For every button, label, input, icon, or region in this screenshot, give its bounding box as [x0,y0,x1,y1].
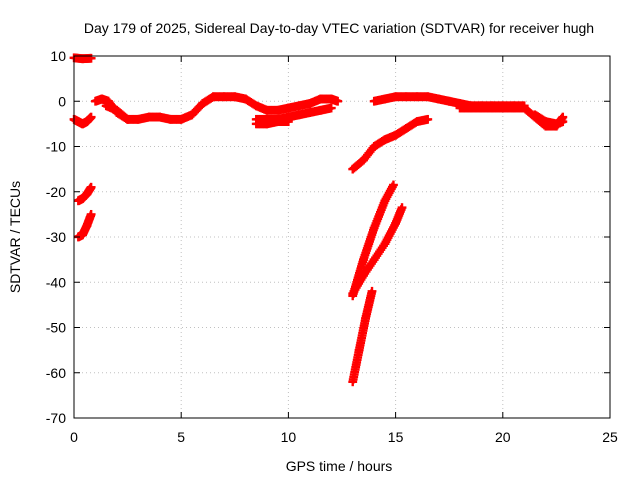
x-tick-label: 5 [177,429,185,445]
data-trace [530,110,568,129]
tick-label-layer: 0 5 10 15 20 25 10 0 -10 -20 -30 -40 -50 -60 -70 [46,48,618,445]
y-axis-label: SDTVAR / TECUs [7,181,23,293]
data-trace [348,203,407,298]
x-tick-label: 10 [281,429,297,445]
chart-title: Day 179 of 2025, Sidereal Day-to-day VTE… [84,20,594,36]
y-tick-label: -60 [46,365,66,381]
y-tick-label: 10 [50,48,66,64]
data-trace [69,53,96,64]
y-tick-label: -20 [46,184,66,200]
y-tick-label: -40 [46,274,66,290]
y-tick-label: -10 [46,139,66,155]
y-tick-label: -70 [46,410,66,426]
x-tick-label: 15 [388,429,404,445]
y-tick-label: -30 [46,229,66,245]
tick-layer [73,55,611,419]
y-tick-label: -50 [46,320,66,336]
data-trace [69,112,96,129]
x-tick-label: 0 [70,429,78,445]
series-layer [69,53,568,387]
data-trace [251,117,293,129]
x-tick-label: 25 [602,429,618,445]
data-trace [73,182,96,206]
data-trace [348,286,377,387]
x-tick-label: 20 [495,429,511,445]
data-trace [455,103,529,113]
x-axis-label: GPS time / hours [286,458,393,474]
data-trace [348,114,433,174]
y-tick-label: 0 [58,93,66,109]
grid-layer [74,56,610,418]
data-trace [101,101,133,124]
data-trace [73,209,96,242]
